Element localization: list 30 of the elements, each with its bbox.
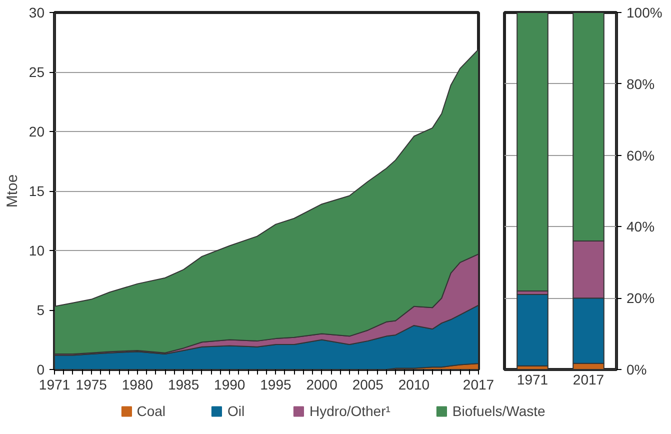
y-axis-title: Mtoe xyxy=(4,174,21,208)
y-tick-label: 0% xyxy=(626,362,647,378)
y-tick-label: 100% xyxy=(626,4,662,20)
legend-label: Coal xyxy=(136,403,166,419)
x-tick-label: 2010 xyxy=(398,376,430,392)
y-tick-label: 15 xyxy=(28,183,45,199)
y-tick-label: 20% xyxy=(626,290,655,306)
x-tick-label: 2017 xyxy=(572,372,604,388)
y-tick-label: 0 xyxy=(36,362,45,378)
legend-label: Biofuels/Waste xyxy=(452,403,546,419)
x-tick-label: 1971 xyxy=(516,372,548,388)
y-tick-label: 30 xyxy=(28,4,45,20)
legend-label: Hydro/Other¹ xyxy=(310,403,390,419)
x-tick-label: 1980 xyxy=(122,376,154,392)
legend-label: Oil xyxy=(228,403,246,419)
x-tick-label: 2005 xyxy=(352,376,384,392)
x-tick-label: 2000 xyxy=(306,376,338,392)
x-tick-label: 1990 xyxy=(214,376,246,392)
y-tick-label: 25 xyxy=(28,64,45,80)
y-tick-label: 60% xyxy=(626,147,655,164)
x-tick-label: 1985 xyxy=(168,376,200,392)
x-tick-label: 1971 xyxy=(38,376,70,392)
x-tick-label: 2017 xyxy=(462,376,494,392)
x-tick-label: 1995 xyxy=(260,376,292,392)
y-tick-label: 10 xyxy=(28,242,45,258)
y-tick-label: 40% xyxy=(626,218,655,235)
y-tick-label: 5 xyxy=(36,302,45,318)
x-tick-label: 1975 xyxy=(76,376,108,392)
y-tick-label: 20 xyxy=(28,124,45,140)
y-tick-label: 80% xyxy=(626,76,655,92)
